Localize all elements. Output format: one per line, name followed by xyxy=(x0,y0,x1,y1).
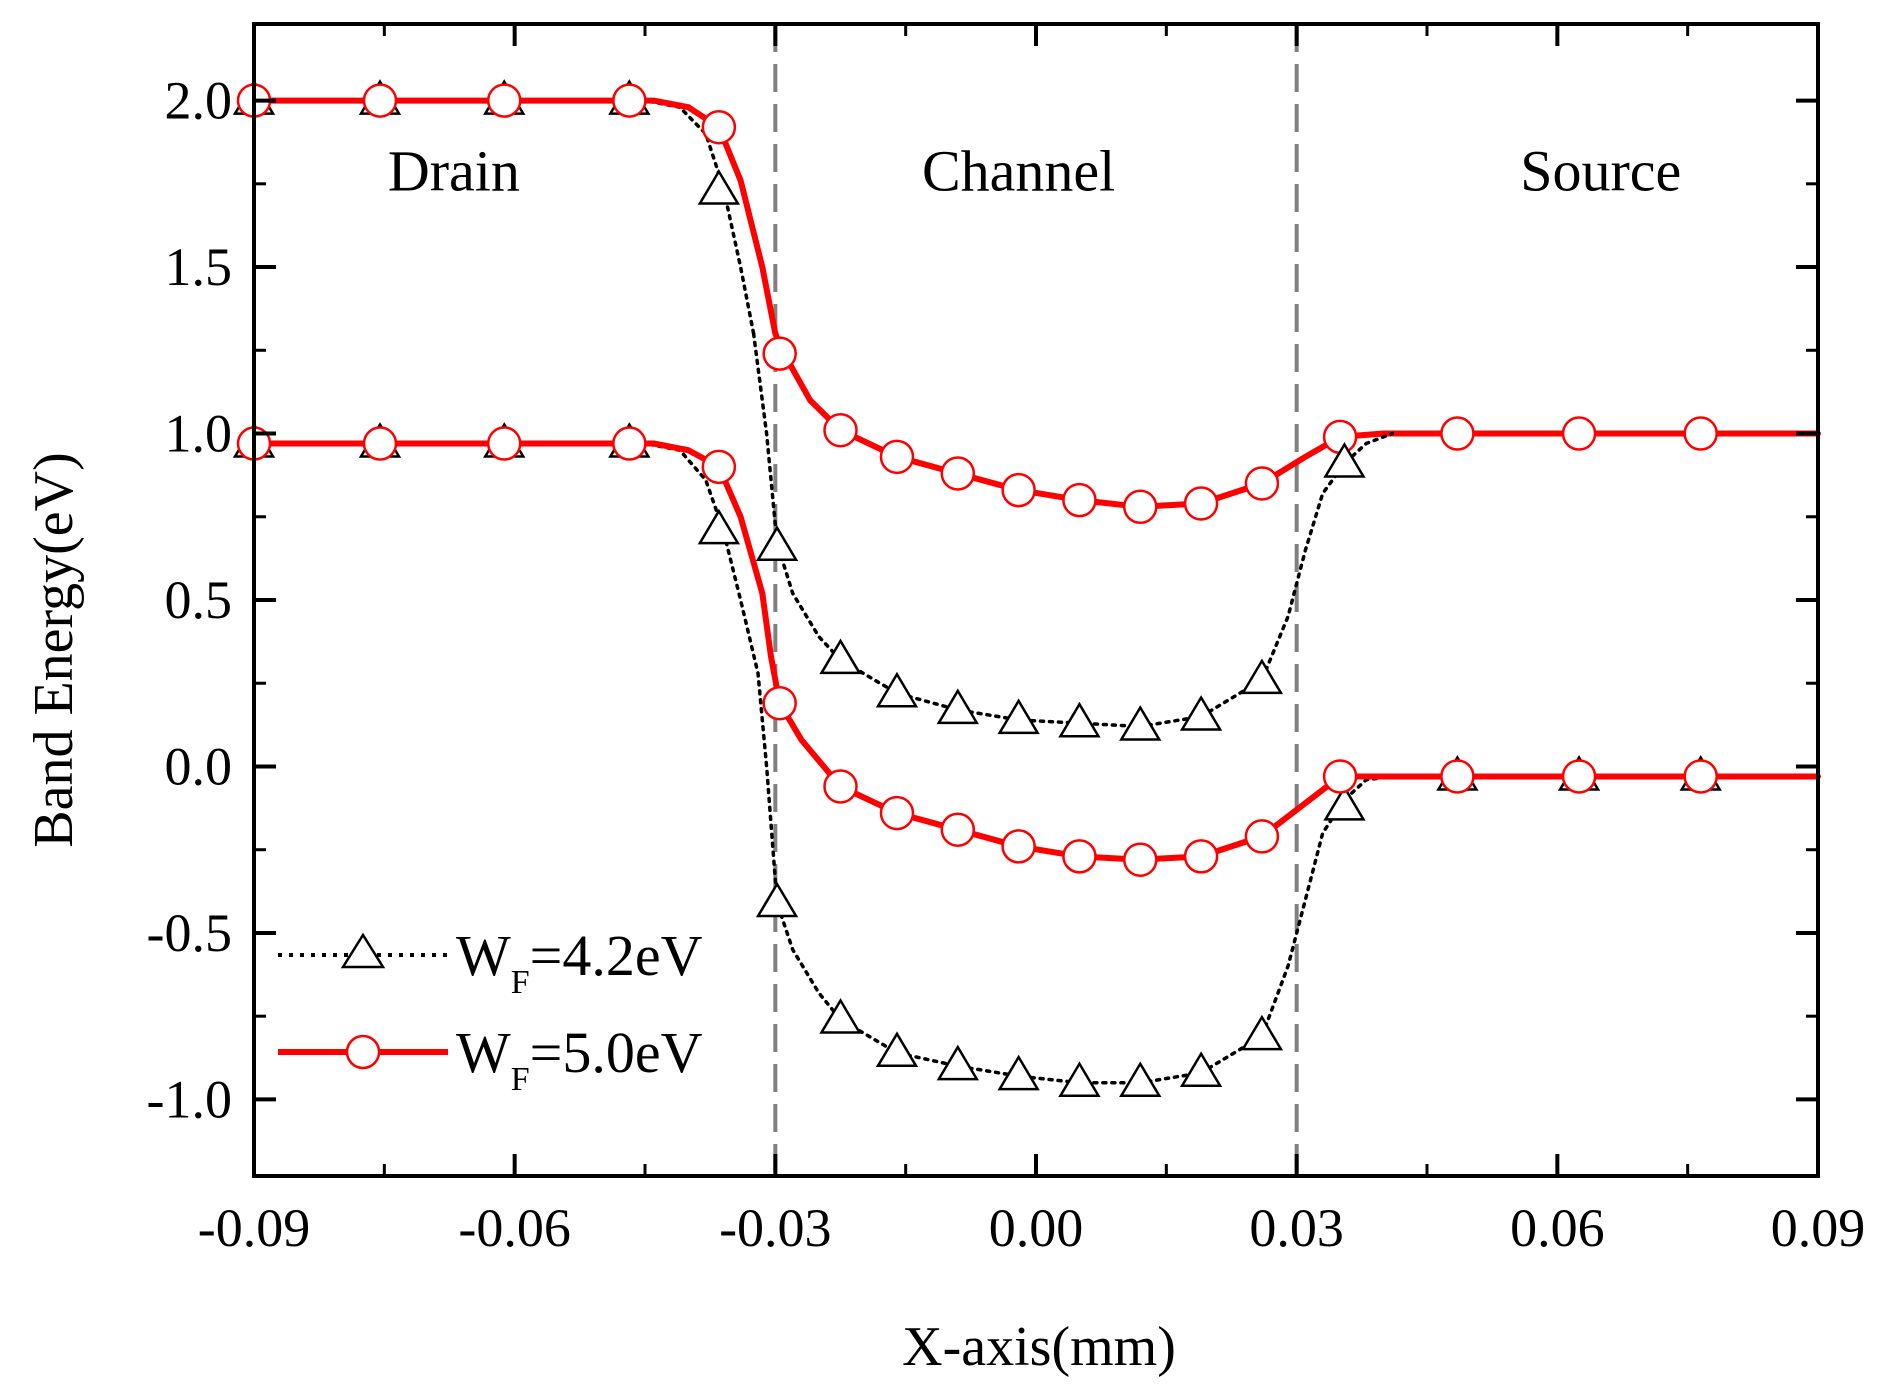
x-tick-label: 0.06 xyxy=(1510,1198,1605,1258)
data-point-triangle xyxy=(697,508,741,545)
x-tick-label: -0.03 xyxy=(719,1198,831,1258)
data-point-circle xyxy=(1001,472,1036,508)
y-tick-label: 0.0 xyxy=(165,736,233,796)
y-tick-label: -1.0 xyxy=(147,1069,232,1129)
data-point-triangle xyxy=(1179,1051,1223,1088)
region-label-channel: Channel xyxy=(922,138,1115,203)
region-labels: Drain Channel Source xyxy=(388,138,1681,203)
legend-triangle-marker xyxy=(340,932,386,969)
legend-w: W xyxy=(456,923,511,988)
region-dividers xyxy=(773,24,1299,1176)
data-point-circle xyxy=(1440,416,1475,451)
x-tick-label: 0.09 xyxy=(1771,1198,1866,1258)
x-tick-label: 0.03 xyxy=(1249,1198,1344,1258)
data-point-triangle xyxy=(936,688,979,725)
data-point-circle xyxy=(879,439,915,475)
data-point-triangle xyxy=(755,881,799,918)
legend-subscript-f: F xyxy=(511,1061,530,1098)
data-point-triangle xyxy=(875,1031,919,1068)
data-point-triangle xyxy=(1119,1061,1162,1098)
data-point-circle xyxy=(823,769,858,804)
data-point-circle xyxy=(879,795,915,831)
region-label-source: Source xyxy=(1520,138,1681,203)
data-point-triangle xyxy=(1058,1061,1101,1098)
legend-value-5-0: =5.0eV xyxy=(530,1020,703,1085)
data-point-circle xyxy=(612,83,647,118)
legend-subscript-f: F xyxy=(511,964,530,1001)
data-point-circle xyxy=(1123,489,1158,525)
data-point-circle xyxy=(1440,759,1475,794)
data-point-triangle xyxy=(936,1044,979,1081)
data-point-triangle xyxy=(1240,1014,1284,1051)
series-line-0 xyxy=(252,98,756,336)
legend-circle-marker xyxy=(345,1034,381,1070)
series-line-4 xyxy=(251,440,1821,863)
data-point-circle xyxy=(1683,416,1718,451)
data-point-circle xyxy=(823,412,858,448)
data-point-circle xyxy=(1244,466,1280,501)
data-point-triangle xyxy=(875,671,919,708)
data-point-triangle xyxy=(1058,701,1101,738)
data-point-triangle xyxy=(819,638,862,675)
x-tick-label: 0.00 xyxy=(989,1198,1084,1258)
data-point-triangle xyxy=(997,698,1040,735)
series-markers xyxy=(232,79,1722,1098)
data-point-triangle xyxy=(755,525,799,561)
data-point-circle xyxy=(1123,842,1158,877)
data-point-circle xyxy=(362,426,398,461)
data-point-circle xyxy=(1561,759,1597,794)
data-point-circle xyxy=(940,812,976,847)
data-point-circle xyxy=(1062,839,1097,874)
y-tick-label: 1.0 xyxy=(165,404,233,464)
y-tick-label: 0.5 xyxy=(165,570,233,630)
x-tick-label: -0.06 xyxy=(458,1198,570,1258)
y-axis-title: Band Energy(eV) xyxy=(23,452,85,848)
axis-ticks xyxy=(252,24,1820,1176)
data-point-circle xyxy=(1244,819,1280,854)
data-point-triangle xyxy=(1119,705,1162,741)
region-label-drain: Drain xyxy=(388,138,520,203)
data-point-circle xyxy=(1062,482,1097,518)
y-tick-label: 1.5 xyxy=(165,237,233,297)
legend-value-4-2: =4.2eV xyxy=(530,923,703,988)
data-point-triangle xyxy=(1240,658,1284,695)
data-point-triangle xyxy=(697,169,741,205)
data-point-circle xyxy=(362,83,398,118)
data-point-circle xyxy=(1683,759,1718,794)
x-axis-title: X-axis(mm) xyxy=(902,1316,1176,1378)
data-point-circle xyxy=(1322,419,1358,455)
data-point-circle xyxy=(701,109,737,145)
data-point-circle xyxy=(1561,416,1597,451)
data-point-circle xyxy=(1322,759,1358,794)
data-point-triangle xyxy=(819,998,862,1034)
legend: WF=4.2eV WF=5.0eV xyxy=(278,923,703,1098)
data-point-circle xyxy=(701,449,737,485)
data-point-circle xyxy=(762,685,797,721)
data-point-triangle xyxy=(997,1054,1040,1091)
data-point-circle xyxy=(486,83,522,118)
legend-w: W xyxy=(456,1020,511,1085)
data-point-circle xyxy=(762,336,797,371)
data-point-circle xyxy=(940,456,976,491)
data-point-circle xyxy=(1183,839,1219,874)
data-point-circle xyxy=(612,426,647,461)
data-point-triangle xyxy=(1179,695,1223,731)
tick-labels: -0.09 -0.06 -0.03 0.00 0.03 0.06 0.09 -1.0 -0.5 0… xyxy=(147,71,1866,1258)
legend-label-wf-4-2: WF=4.2eV xyxy=(456,923,703,1001)
data-point-circle xyxy=(1183,486,1219,521)
data-point-triangle xyxy=(1323,784,1366,821)
data-point-circle xyxy=(486,426,522,461)
y-tick-label: -0.5 xyxy=(147,903,232,963)
y-tick-label: 2.0 xyxy=(165,71,233,131)
legend-label-wf-5-0: WF=5.0eV xyxy=(456,1020,703,1098)
data-point-circle xyxy=(1001,829,1036,864)
data-point-triangle xyxy=(1323,442,1366,478)
x-tick-label: -0.09 xyxy=(198,1198,310,1258)
